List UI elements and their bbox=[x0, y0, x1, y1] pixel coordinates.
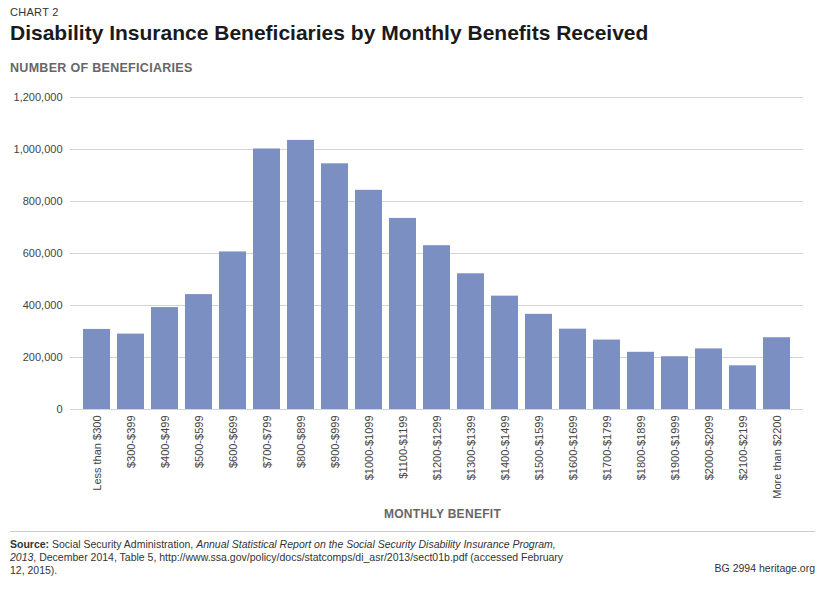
svg-text:More than $2200: More than $2200 bbox=[771, 416, 783, 499]
svg-text:200,000: 200,000 bbox=[23, 351, 63, 363]
svg-text:$1600-$1699: $1600-$1699 bbox=[567, 416, 579, 481]
svg-text:Less than $300: Less than $300 bbox=[91, 416, 103, 491]
svg-text:$400-$499: $400-$499 bbox=[159, 416, 171, 469]
html-text:MONTHLY BENEFIT: MONTHLY BENEFIT bbox=[383, 507, 502, 521]
svg-text:$1400-$1499: $1400-$1499 bbox=[499, 416, 511, 481]
svg-text:$1000-$1099: $1000-$1099 bbox=[363, 416, 375, 481]
svg-text:$1700-$1799: $1700-$1799 bbox=[601, 416, 613, 481]
svg-text:$2000-$2099: $2000-$2099 bbox=[703, 416, 715, 481]
html-text:Source: Social Security Admini: Source: Social Security Administration, … bbox=[10, 538, 564, 576]
svg-text:$300-$399: $300-$399 bbox=[125, 416, 137, 469]
svg-text:1,200,000: 1,200,000 bbox=[14, 91, 63, 103]
svg-text:$900-$999: $900-$999 bbox=[329, 416, 341, 469]
svg-text:$500-$599: $500-$599 bbox=[193, 416, 205, 469]
svg-text:600,000: 600,000 bbox=[23, 247, 63, 259]
svg-text:800,000: 800,000 bbox=[23, 195, 63, 207]
svg-text:1,000,000: 1,000,000 bbox=[14, 143, 63, 155]
svg-text:$700-$799: $700-$799 bbox=[261, 416, 273, 469]
svg-text:$1100-$1199: $1100-$1199 bbox=[397, 416, 409, 479]
svg-text:$600-$699: $600-$699 bbox=[227, 416, 239, 469]
svg-text:$1500-$1599: $1500-$1599 bbox=[533, 416, 545, 481]
svg-text:0: 0 bbox=[56, 403, 62, 415]
html-text:NUMBER OF BENEFICIARIES: NUMBER OF BENEFICIARIES bbox=[10, 61, 193, 75]
html-text:Disability Insurance Beneficia: Disability Insurance Beneficiaries by Mo… bbox=[10, 21, 649, 44]
html-text:CHART 2: CHART 2 bbox=[10, 6, 59, 18]
svg-text:$800-$899: $800-$899 bbox=[295, 416, 307, 469]
svg-text:$1300-$1399: $1300-$1399 bbox=[465, 416, 477, 481]
svg-text:$1200-$1299: $1200-$1299 bbox=[431, 416, 443, 481]
svg-text:400,000: 400,000 bbox=[23, 299, 63, 311]
svg-text:$1800-$1899: $1800-$1899 bbox=[635, 416, 647, 481]
svg-text:$2100-$2199: $2100-$2199 bbox=[737, 416, 749, 481]
html-text:BG 2994 heritage.org: BG 2994 heritage.org bbox=[714, 562, 815, 574]
svg-text:$1900-$1999: $1900-$1999 bbox=[669, 416, 681, 481]
